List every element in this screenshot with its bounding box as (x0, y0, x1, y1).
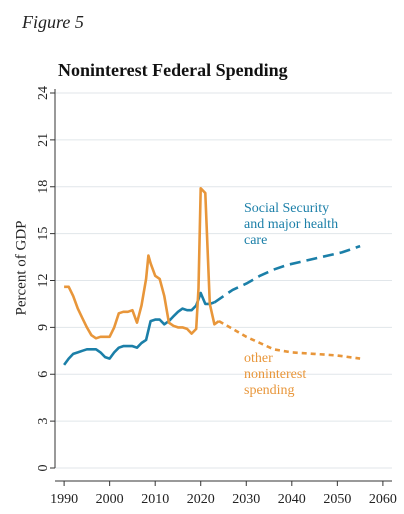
other-spending-annotation-line-3: spending (244, 383, 295, 398)
social-security-annotation: Social Security and major health care (244, 201, 338, 249)
other-spending-annotation-line-2: noninterest (244, 367, 307, 382)
y-tick-label-21: 21 (36, 133, 51, 147)
social-security-annotation-line-2: and major health (244, 217, 339, 232)
x-tick-label-2050: 2050 (323, 492, 351, 507)
chart-title: Noninterest Federal Spending (58, 60, 288, 80)
y-tick-label-0: 0 (36, 465, 51, 472)
series-line-other (64, 187, 220, 340)
y-tick-label-15: 15 (36, 227, 51, 241)
social-security-annotation-line-1: Social Security (244, 201, 330, 216)
y-tick-label-9: 9 (36, 324, 51, 331)
y-tick-label-12: 12 (36, 274, 51, 288)
x-tick-label-2030: 2030 (232, 492, 260, 507)
social-security-annotation-line-3: care (244, 233, 268, 248)
series-line-other-projection (218, 319, 361, 360)
y-tick-label-3: 3 (36, 418, 51, 425)
x-tick-label-1990: 1990 (50, 492, 78, 507)
x-tick-label-2020: 2020 (187, 492, 215, 507)
x-tick-label-2000: 2000 (96, 492, 124, 507)
other-spending-annotation: other noninterest spending (244, 351, 306, 399)
y-tick-label-24: 24 (36, 86, 51, 100)
series-line-social-security (63, 291, 215, 366)
x-tick-label-2060: 2060 (369, 492, 397, 507)
y-tick-label-18: 18 (36, 180, 51, 194)
y-tick-label-6: 6 (36, 371, 51, 378)
figure-label: Figure 5 (22, 12, 84, 32)
other-spending-annotation-line-1: other (244, 351, 273, 366)
series-line-social-security-projection (213, 244, 361, 304)
x-tick-label-2040: 2040 (278, 492, 306, 507)
x-tick-label-2010: 2010 (141, 492, 169, 507)
